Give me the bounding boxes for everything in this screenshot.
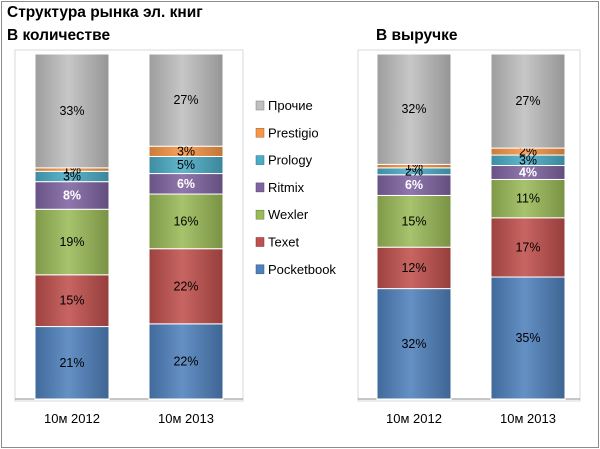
data-label-texet: 15% — [59, 294, 84, 308]
data-label-other: 27% — [515, 94, 540, 108]
legend-swatch-other — [255, 100, 265, 111]
data-label-texet: 22% — [173, 279, 198, 293]
legend-swatch-texet — [255, 237, 265, 247]
data-label-ritmix: 6% — [177, 177, 195, 191]
data-label-prology: 3% — [63, 169, 81, 183]
data-label-texet: 12% — [401, 261, 426, 275]
chart-title: Структура рынка эл. книг — [7, 4, 203, 21]
bar-segment-wexler — [34, 208, 110, 276]
bar-segment-pocketbook — [376, 288, 452, 400]
bar-segment-texet — [490, 217, 566, 278]
data-label-prology: 3% — [519, 153, 537, 167]
bar-segment-wexler — [376, 194, 452, 248]
bar-segment-texet — [148, 248, 224, 325]
data-label-wexler: 15% — [401, 214, 426, 228]
bar-segment-other — [490, 53, 566, 149]
data-label-pocketbook: 21% — [59, 356, 84, 370]
bar-segment-pocketbook — [490, 276, 566, 400]
subtitle-revenue: В выручке — [376, 27, 458, 44]
legend: Прочие Prestigio Prology Ritmix Wexler Texet P… — [255, 98, 336, 277]
legend-swatch-ritmix — [255, 182, 265, 193]
x-tick-label: 10м 2013 — [500, 411, 556, 426]
bar-segment-wexler — [148, 193, 224, 250]
legend-swatch-pocketbook — [255, 264, 265, 275]
plot-area — [357, 49, 581, 402]
subtitle-quantity: В количестве — [7, 27, 111, 44]
data-label-other: 32% — [401, 102, 426, 116]
legend-swatch-wexler — [255, 209, 265, 220]
legend-label-texet: Texet — [268, 235, 299, 250]
data-label-wexler: 19% — [59, 235, 84, 249]
data-label-pocketbook: 22% — [173, 354, 198, 368]
data-label-pocketbook: 35% — [515, 331, 540, 345]
bar-segment-pocketbook — [34, 326, 110, 400]
data-label-prestigio: 3% — [177, 144, 195, 158]
legend-label-pocketbook: Pocketbook — [268, 262, 336, 277]
data-label-ritmix: 6% — [405, 178, 423, 192]
bar-segment-other — [34, 53, 110, 169]
data-label-wexler: 16% — [173, 214, 198, 228]
data-label-ritmix: 4% — [519, 165, 537, 179]
plot-area — [14, 49, 244, 402]
legend-label-prestigio: Prestigio — [268, 125, 319, 140]
legend-label-other: Прочие — [268, 98, 313, 113]
data-label-other: 33% — [59, 104, 84, 118]
x-tick-label: 10м 2013 — [158, 411, 214, 426]
legend-label-ritmix: Ritmix — [268, 180, 305, 195]
legend-label-prology: Prology — [268, 153, 313, 168]
bar-segment-other — [376, 53, 452, 165]
data-label-wexler: 11% — [516, 192, 540, 206]
bar-segment-texet — [34, 274, 110, 328]
data-label-texet: 17% — [515, 240, 540, 254]
bar-segment-texet — [376, 246, 452, 290]
x-tick-label: 10м 2012 — [44, 411, 100, 426]
data-label-ritmix: 8% — [63, 188, 81, 202]
bar-segment-other — [148, 53, 224, 147]
data-label-prology: 5% — [177, 158, 195, 172]
data-label-pocketbook: 32% — [401, 337, 426, 351]
data-label-other: 27% — [173, 93, 198, 107]
bar-segment-ritmix — [34, 181, 110, 210]
bar-segment-wexler — [490, 178, 566, 219]
legend-swatch-prestigio — [255, 128, 265, 138]
legend-label-wexler: Wexler — [268, 207, 309, 222]
x-tick-label: 10м 2012 — [386, 411, 442, 426]
bar-segment-pocketbook — [148, 323, 224, 400]
legend-swatch-prology — [255, 155, 265, 165]
